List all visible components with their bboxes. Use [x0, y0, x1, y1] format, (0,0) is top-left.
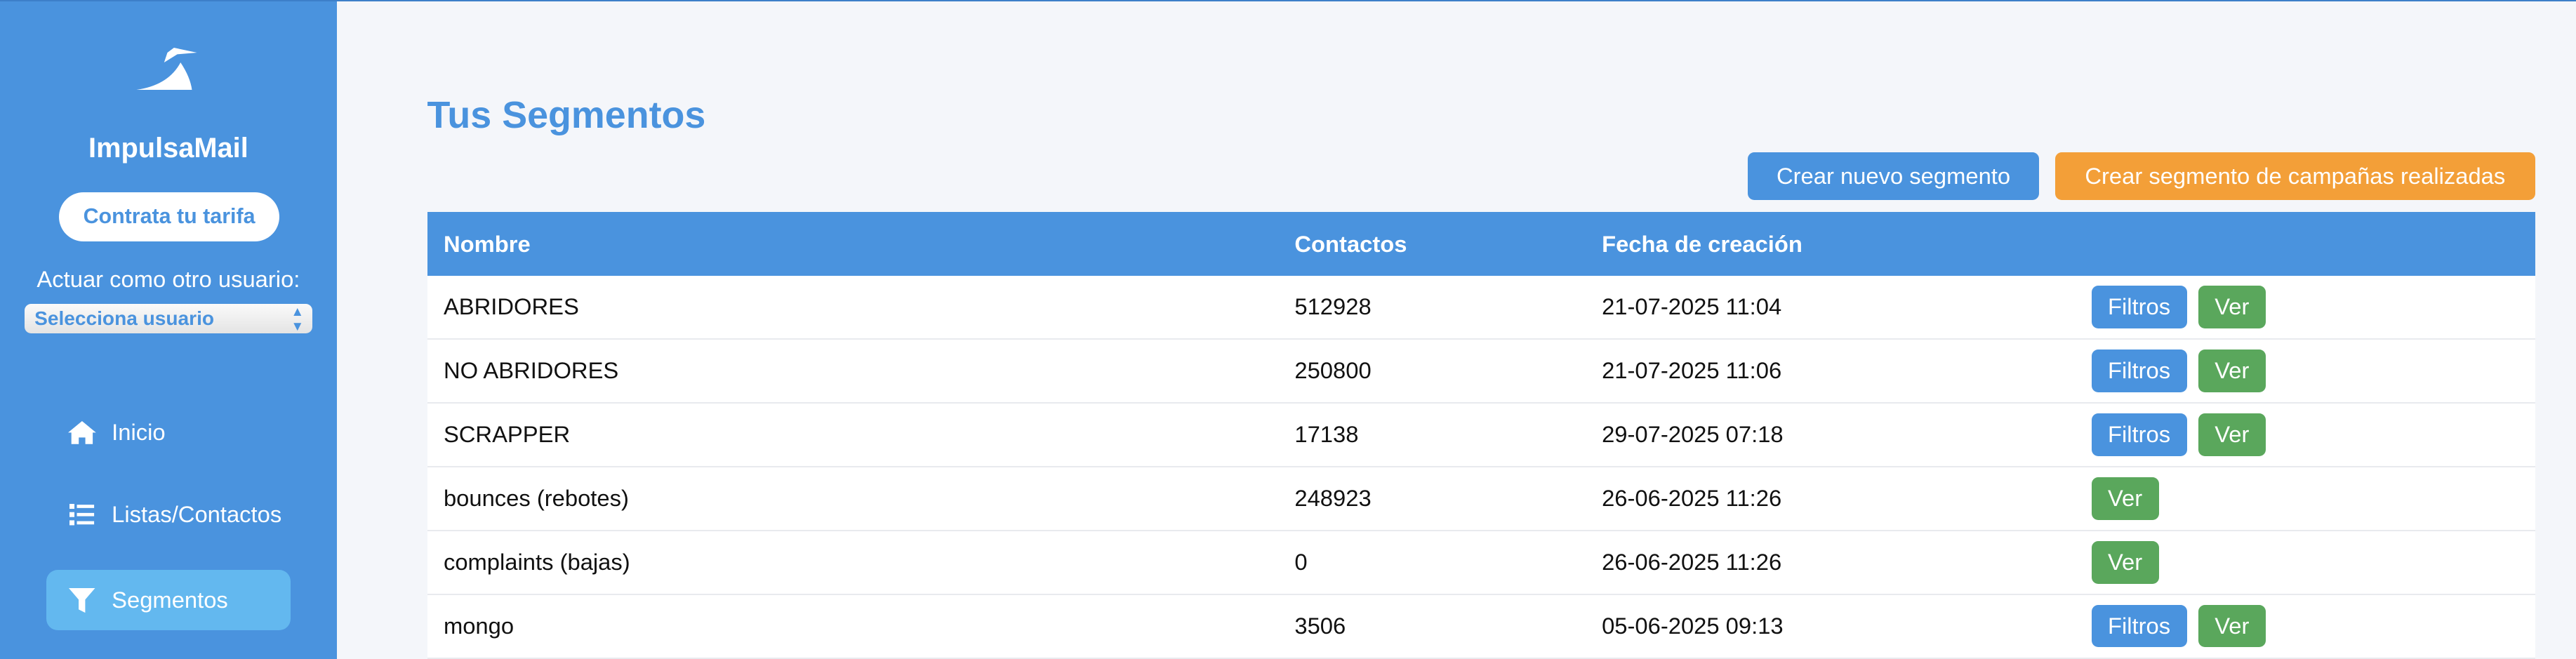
filtros-button[interactable]: Filtros [2091, 349, 2187, 392]
contract-plan-button[interactable]: Contrata tu tarifa [59, 192, 279, 241]
segment-date: 21-07-2025 11:04 [1602, 293, 1782, 319]
segment-name: ABRIDORES [443, 293, 579, 319]
segment-name: mongo [443, 612, 514, 639]
row-actions: Filtros Ver [2091, 285, 2266, 328]
ver-button[interactable]: Ver [2198, 349, 2266, 392]
table-row: bounces (rebotes) 248923 26-06-2025 11:2… [427, 467, 2535, 531]
segment-date: 29-07-2025 07:18 [1602, 420, 1784, 447]
filter-icon [67, 570, 97, 631]
segment-name: complaints (bajas) [443, 548, 630, 575]
list-icon [67, 484, 97, 545]
sidebar-item-segmentos[interactable]: Segmentos [46, 569, 291, 631]
home-icon [67, 402, 97, 463]
segment-name: NO ABRIDORES [443, 357, 619, 383]
segment-contacts: 248923 [1294, 484, 1372, 511]
row-actions: Filtros Ver [2091, 413, 2266, 456]
ver-button[interactable]: Ver [2198, 413, 2266, 456]
column-header-fecha: Fecha de creación [1602, 230, 1802, 257]
segment-name: bounces (rebotes) [443, 484, 629, 511]
segment-date: 05-06-2025 09:13 [1602, 612, 1784, 639]
segment-date: 26-06-2025 11:26 [1602, 484, 1782, 511]
logo-icon [131, 47, 197, 91]
ver-button[interactable]: Ver [2198, 604, 2266, 648]
sidebar-item-label: Inicio [112, 419, 166, 446]
create-segment-button[interactable]: Crear nuevo segmento [1748, 152, 2039, 201]
act-as-user-label: Actuar como otro usuario: [36, 265, 300, 292]
sidebar: ImpulsaMail Contrata tu tarifa Actuar co… [0, 1, 337, 659]
segment-contacts: 0 [1294, 548, 1308, 575]
table-header: Nombre Contactos Fecha de creación [427, 211, 2535, 276]
segment-date: 26-06-2025 11:26 [1602, 548, 1782, 575]
sidebar-item-label: Listas/Contactos [112, 501, 282, 528]
ver-button[interactable]: Ver [2091, 477, 2159, 520]
row-actions: Filtros Ver [2091, 604, 2266, 648]
segment-contacts: 17138 [1294, 420, 1359, 447]
segment-name: SCRAPPER [443, 420, 571, 447]
create-campaign-segment-button[interactable]: Crear segmento de campañas realizadas [2055, 152, 2535, 201]
filtros-button[interactable]: Filtros [2091, 604, 2187, 648]
filtros-button[interactable]: Filtros [2091, 413, 2187, 456]
sidebar-item-inicio[interactable]: Inicio [46, 402, 291, 463]
row-actions: Ver [2091, 477, 2159, 520]
ver-button[interactable]: Ver [2198, 285, 2266, 328]
table-row: SCRAPPER 17138 29-07-2025 07:18 Filtros V… [427, 404, 2535, 467]
row-actions: Filtros Ver [2091, 349, 2266, 392]
column-header-contactos: Contactos [1294, 230, 1407, 257]
sidebar-item-listas[interactable]: Listas/Contactos [46, 484, 291, 545]
column-header-nombre: Nombre [443, 230, 531, 257]
segment-contacts: 3506 [1294, 612, 1346, 639]
segment-contacts: 250800 [1294, 357, 1372, 383]
page-title: Tus Segmentos [427, 94, 706, 137]
segments-table: Nombre Contactos Fecha de creación ABRID… [427, 211, 2535, 659]
table-row: NO ABRIDORES 250800 21-07-2025 11:06 Fil… [427, 340, 2535, 404]
filtros-button[interactable]: Filtros [2091, 285, 2187, 328]
table-row: ABRIDORES 512928 21-07-2025 11:04 Filtro… [427, 276, 2535, 340]
segment-date: 21-07-2025 11:06 [1602, 357, 1782, 383]
ver-button[interactable]: Ver [2091, 540, 2159, 584]
row-actions: Ver [2091, 540, 2159, 584]
segment-contacts: 512928 [1294, 293, 1372, 319]
user-select[interactable]: Selecciona usuario ▲ ▼ [25, 303, 312, 333]
table-row: complaints (bajas) 0 26-06-2025 11:26 Ve… [427, 531, 2535, 595]
user-select-value: Selecciona usuario [34, 307, 215, 329]
brand-name: ImpulsaMail [88, 133, 248, 164]
select-arrows-icon: ▲ ▼ [291, 303, 304, 333]
sidebar-item-label: Segmentos [112, 586, 228, 613]
table-row: mongo 3506 05-06-2025 09:13 Filtros Ver [427, 595, 2535, 659]
